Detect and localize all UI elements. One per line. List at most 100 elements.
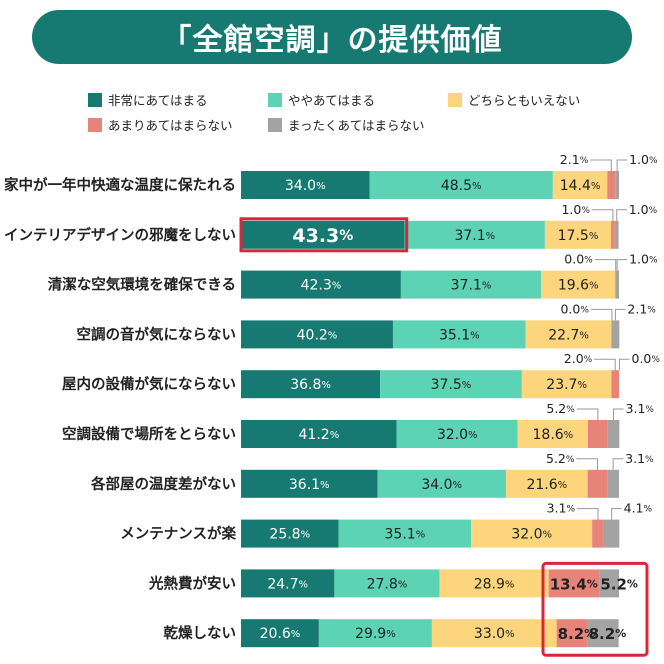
callout-line: [577, 508, 599, 520]
legend-label: 非常にあてはまる: [108, 93, 208, 108]
bar-segment: [611, 220, 615, 249]
data-label: 20.6%: [260, 626, 301, 642]
bar-segment: [241, 519, 339, 548]
bar-segment: [431, 619, 557, 648]
bar-segment: [380, 370, 522, 399]
bar-segment: [607, 420, 620, 448]
data-label: 37.1%: [454, 228, 495, 244]
data-label: 0.0%: [560, 301, 589, 316]
bar-segment: [599, 569, 619, 598]
bar-segment: [241, 171, 370, 199]
legend-swatch: [268, 93, 282, 107]
callout-line: [594, 358, 616, 371]
bar-segment: [392, 320, 526, 349]
data-label: 3.1%: [626, 401, 655, 416]
legend-label: まったくあてはまらない: [288, 118, 425, 133]
category-label: 各部屋の温度差がない: [90, 475, 236, 493]
callout-line: [614, 308, 626, 321]
category-label: 家中が一年中快適な温度に保たれる: [4, 176, 236, 194]
data-label: 4.1%: [624, 500, 653, 515]
bar-segment: [439, 569, 549, 598]
legend-label: ややあてはまる: [288, 93, 375, 108]
data-label: 42.3%: [301, 278, 342, 294]
category-label: メンテナンスが楽: [120, 525, 236, 543]
callout-line: [616, 259, 628, 271]
data-label: 18.6%: [533, 427, 574, 443]
callout-line: [616, 209, 627, 221]
bar-segment: [587, 469, 608, 498]
data-label: 19.6%: [558, 278, 599, 294]
data-label: 32.0%: [511, 527, 552, 543]
legend-label: あまりあてはまらない: [108, 118, 233, 133]
category-label: 屋内の設備が気にならない: [62, 375, 236, 393]
bar-segment: [592, 519, 604, 548]
data-label: 35.1%: [439, 327, 480, 343]
bar-segment: [404, 220, 545, 249]
bar-segment: [471, 519, 593, 548]
callout-line: [616, 159, 628, 171]
data-label: 2.0%: [564, 351, 593, 366]
bar-segment: [541, 270, 616, 299]
data-label: 40.2%: [297, 327, 338, 343]
legend-label: どちらともいえない: [468, 93, 580, 108]
bar-segment: [544, 220, 612, 249]
bar-segment: [241, 619, 319, 648]
category-label: 清潔な空気環境を確保できる: [48, 276, 236, 294]
data-label: 8.2%: [558, 625, 596, 643]
bar-segment: [548, 569, 600, 598]
data-label: 32.0%: [437, 427, 478, 443]
bar-segment: [607, 171, 616, 199]
data-label: 13.4%: [550, 575, 598, 593]
bar-segment: [588, 420, 608, 448]
bar-segment: [400, 270, 542, 299]
category-label: 乾燥しない: [164, 624, 237, 642]
data-label: 29.9%: [355, 626, 396, 642]
bar-segment: [587, 619, 619, 648]
data-label: 1.0%: [629, 152, 658, 167]
callout-line: [619, 358, 630, 371]
bar-segment: [517, 420, 589, 448]
bar-segment: [615, 171, 619, 199]
data-label: 5.2%: [546, 450, 575, 465]
callout-line: [576, 458, 598, 470]
bar-segment: [552, 171, 608, 199]
bar-segment: [611, 370, 619, 399]
bar-segment: [556, 619, 588, 648]
bar-segment: [241, 270, 401, 299]
data-label: 5.2%: [600, 575, 638, 593]
bar-segment: [334, 569, 440, 598]
category-label: 光熱費が安い: [148, 574, 236, 592]
data-label: 21.6%: [526, 477, 567, 493]
data-label: 34.0%: [421, 477, 462, 493]
data-label: 33.0%: [474, 626, 515, 642]
data-label: 48.5%: [441, 178, 482, 194]
callout-line: [594, 259, 617, 271]
data-label: 2.1%: [627, 301, 656, 316]
callout-line: [590, 308, 613, 321]
data-label: 3.1%: [547, 500, 576, 515]
data-label: 23.7%: [546, 377, 587, 393]
data-label: 14.4%: [560, 178, 601, 194]
data-label: 1.0%: [561, 201, 590, 216]
bar-segment: [241, 370, 381, 399]
data-label: 28.9%: [474, 576, 515, 592]
data-label: 8.2%: [589, 625, 627, 643]
bar-segment: [241, 420, 397, 448]
bar-segment: [241, 469, 378, 498]
callout-line: [611, 508, 622, 520]
legend-swatch: [88, 118, 102, 132]
legend-swatch: [268, 118, 282, 132]
bar-segment: [505, 469, 588, 498]
highlight-box: [239, 217, 409, 253]
callout-line: [613, 408, 624, 420]
bar-segment: [611, 320, 620, 349]
data-label: 36.1%: [289, 477, 330, 493]
highlight-box: [541, 561, 649, 657]
bar-segment: [615, 270, 619, 299]
data-label: 43.3%: [292, 224, 353, 246]
data-label: 37.5%: [431, 377, 472, 393]
bar-segment: [369, 171, 553, 199]
bar-segment: [614, 220, 619, 249]
data-label: 34.0%: [285, 178, 326, 194]
